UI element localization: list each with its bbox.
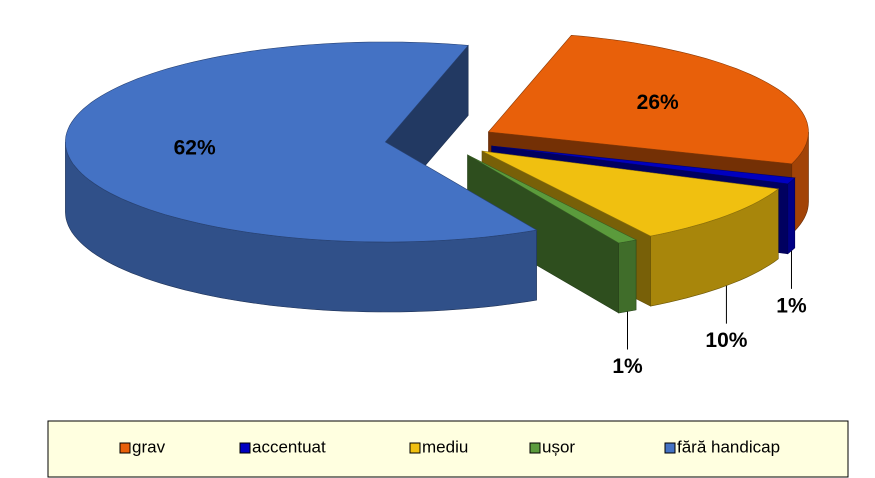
value-label: 26% [637, 91, 679, 114]
legend-label: accentuat [252, 437, 326, 456]
slice-wall [618, 239, 637, 314]
legend-label: ușor [542, 437, 575, 456]
slice-top [481, 150, 780, 237]
value-label: 1% [776, 294, 807, 317]
slice [467, 154, 638, 314]
legend-swatch [119, 442, 131, 454]
value-label: 62% [174, 136, 216, 159]
slice-top [467, 154, 638, 244]
legend-label: fără handicap [677, 437, 780, 456]
legend-box [47, 420, 849, 478]
value-label: 1% [612, 355, 643, 378]
slice [65, 41, 538, 313]
slice-top [487, 34, 809, 165]
slice-top [65, 41, 538, 243]
slice-wall [787, 177, 796, 255]
legend-label: mediu [422, 437, 468, 456]
slice-top [491, 145, 796, 185]
legend-swatch [239, 442, 251, 454]
legend-label: grav [132, 437, 166, 456]
legend-swatch [409, 442, 421, 454]
legend-swatch [664, 442, 676, 454]
value-label: 10% [705, 329, 747, 352]
legend-swatch [529, 442, 541, 454]
